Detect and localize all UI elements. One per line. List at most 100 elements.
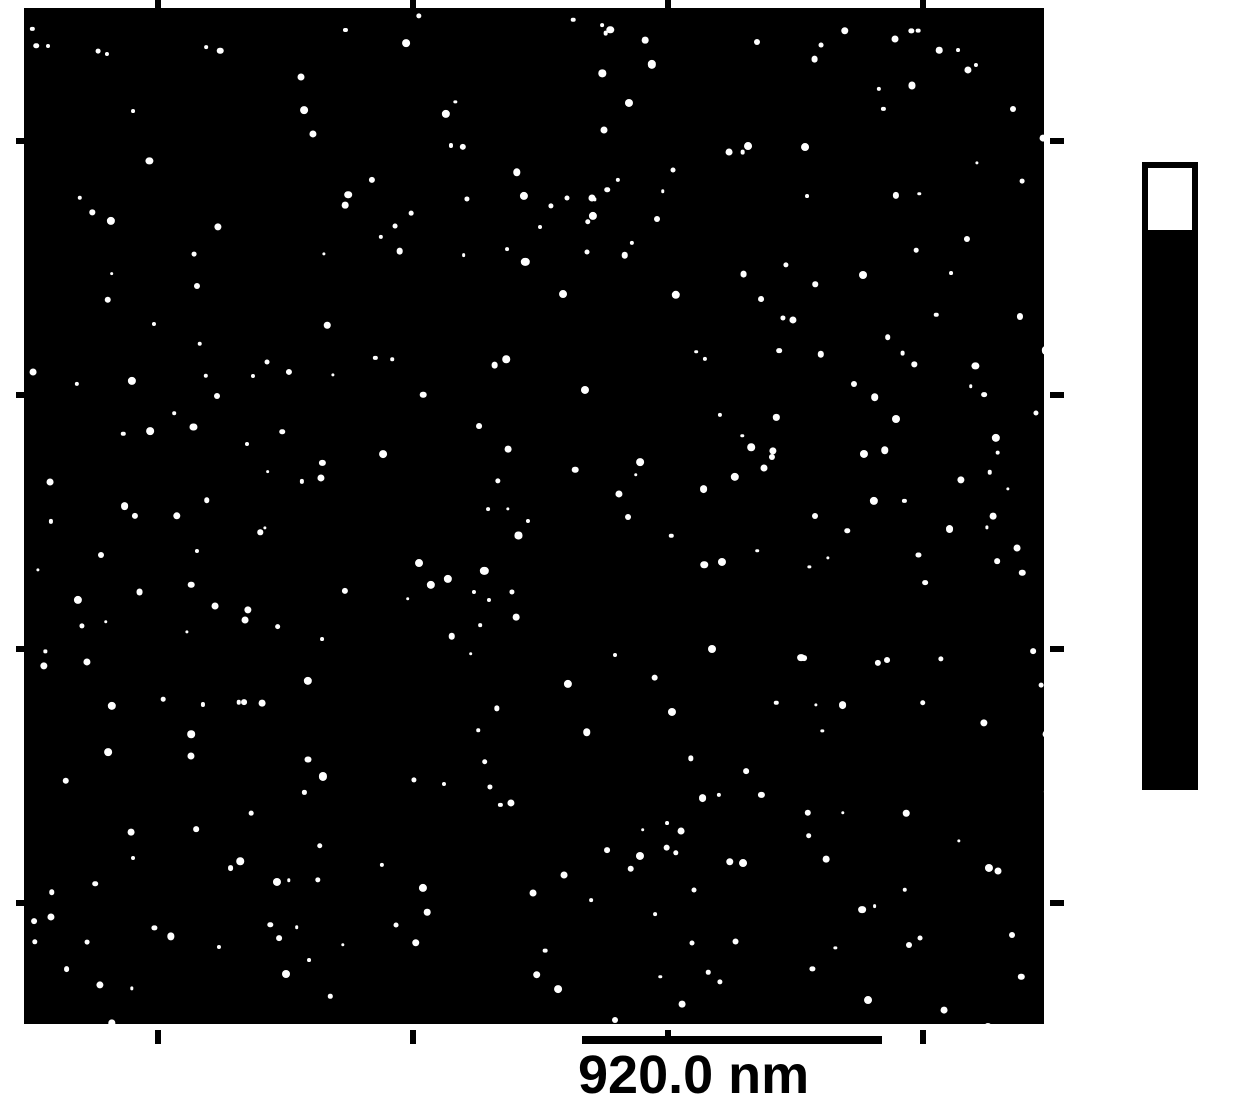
particle-dot	[1017, 313, 1023, 319]
particle-dot	[454, 100, 457, 103]
particle-dot	[936, 47, 943, 54]
particle-dot	[976, 161, 979, 164]
frame-tick	[16, 138, 30, 144]
particle-dot	[604, 847, 610, 853]
particle-dot	[634, 473, 638, 477]
particle-dot	[743, 768, 749, 774]
particle-dot	[147, 427, 155, 435]
particle-dot	[127, 829, 134, 836]
frame-tick	[155, 0, 161, 14]
colorbar-high-segment	[1148, 168, 1192, 230]
particle-dot	[700, 485, 708, 493]
particle-dot	[409, 211, 414, 216]
particle-dot	[298, 73, 305, 80]
particle-dot	[560, 871, 567, 878]
particle-dot	[505, 247, 509, 251]
particle-dot	[871, 393, 879, 401]
particle-dot	[444, 575, 452, 583]
particle-dot	[636, 852, 644, 860]
particle-dot	[841, 811, 844, 814]
particle-dot	[379, 450, 387, 458]
particle-dot	[478, 623, 482, 627]
particle-dot	[946, 525, 954, 533]
particle-dot	[916, 552, 921, 557]
particle-dot	[460, 143, 466, 149]
particle-dot	[391, 358, 395, 362]
particle-dot	[300, 107, 308, 115]
particle-dot	[462, 253, 466, 257]
particle-dot	[538, 225, 542, 229]
particle-dot	[914, 248, 919, 253]
particle-dot	[826, 556, 829, 559]
particle-dot	[873, 904, 877, 908]
particle-dot	[1043, 730, 1050, 737]
particle-dot	[877, 87, 881, 91]
particle-dot	[480, 566, 488, 574]
particle-dot	[748, 443, 756, 451]
particle-dot	[185, 630, 188, 633]
particle-dot	[442, 110, 450, 118]
particle-dot	[268, 922, 273, 927]
particle-dot	[420, 391, 427, 398]
particle-dot	[845, 528, 850, 533]
particle-dot	[641, 828, 645, 832]
particle-dot	[132, 513, 138, 519]
particle-dot	[982, 392, 988, 398]
particle-dot	[908, 82, 915, 89]
particle-dot	[244, 606, 251, 613]
particle-dot	[251, 374, 255, 378]
particle-dot	[700, 561, 707, 568]
particle-dot	[242, 617, 249, 624]
particle-dot	[188, 581, 195, 588]
particle-dot	[1044, 788, 1052, 796]
particle-dot	[344, 191, 352, 199]
particle-dot	[744, 142, 752, 150]
micrograph-inner	[30, 14, 1038, 1018]
particle-dot	[78, 196, 82, 200]
frame-tick	[410, 1030, 416, 1044]
micrograph-image	[24, 8, 1044, 1024]
particle-dot	[668, 708, 676, 716]
particle-dot	[893, 192, 899, 198]
particle-dot	[515, 532, 522, 539]
particle-dot	[739, 859, 747, 867]
particle-dot	[249, 811, 254, 816]
particle-dot	[315, 877, 320, 882]
particle-dot	[307, 958, 311, 962]
particle-dot	[731, 473, 739, 481]
particle-dot	[412, 939, 420, 947]
particle-dot	[394, 922, 399, 927]
particle-dot	[957, 476, 964, 483]
particle-dot	[33, 43, 39, 49]
particle-dot	[969, 384, 973, 388]
particle-dot	[273, 878, 281, 886]
particle-dot	[214, 393, 220, 399]
particle-dot	[881, 447, 888, 454]
particle-dot	[1007, 487, 1010, 490]
particle-dot	[310, 131, 317, 138]
particle-dot	[758, 296, 764, 302]
particle-dot	[513, 614, 520, 621]
particle-dot	[718, 979, 723, 984]
particle-dot	[900, 350, 905, 355]
particle-dot	[84, 940, 89, 945]
particle-dot	[47, 479, 54, 486]
particle-dot	[654, 216, 660, 222]
particle-dot	[774, 701, 778, 705]
scale-bar-label: 920.0 nm	[578, 1044, 809, 1106]
particle-dot	[152, 925, 157, 930]
particle-dot	[228, 865, 234, 871]
particle-dot	[616, 490, 623, 497]
particle-dot	[571, 18, 576, 23]
particle-dot	[666, 821, 670, 825]
particle-dot	[769, 448, 776, 455]
particle-dot	[107, 702, 115, 710]
particle-dot	[642, 37, 649, 44]
particle-dot	[789, 316, 796, 323]
particle-dot	[487, 598, 491, 602]
particle-dot	[90, 209, 95, 214]
particle-dot	[80, 624, 85, 629]
particle-dot	[108, 1020, 115, 1027]
particle-dot	[599, 70, 606, 77]
particle-dot	[44, 650, 47, 653]
